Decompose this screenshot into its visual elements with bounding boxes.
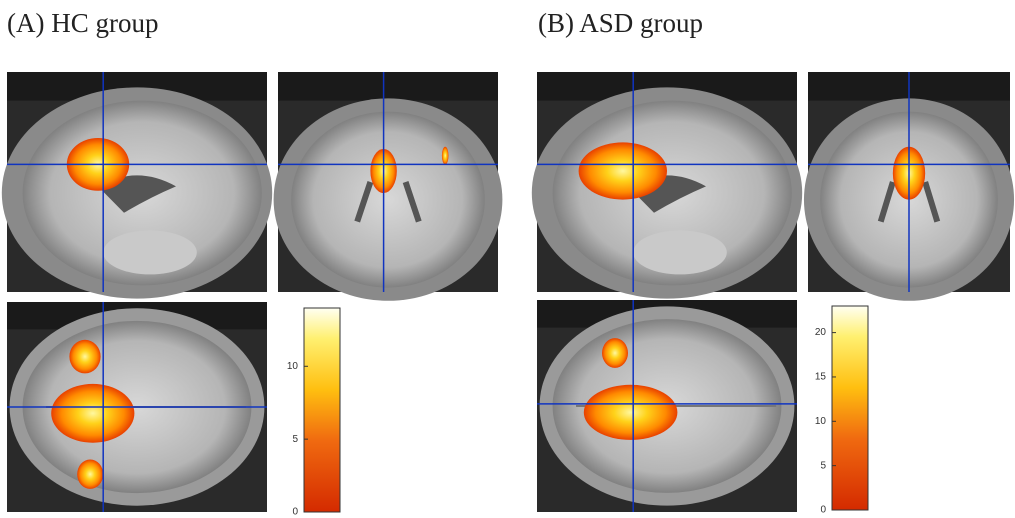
colorbar-tick-label: 10 — [287, 361, 299, 372]
cerebellum — [633, 230, 727, 274]
image-top — [278, 72, 498, 101]
activation — [69, 340, 100, 374]
activation — [77, 460, 103, 489]
colorbar-tick-label: 5 — [820, 460, 826, 471]
cerebellum — [103, 230, 197, 274]
colorbar-tick-label: 20 — [815, 327, 827, 338]
activation — [442, 147, 449, 165]
brain — [291, 112, 485, 288]
colorbar — [832, 306, 868, 510]
activation — [579, 142, 667, 199]
colorbar-tick-label: 0 — [292, 507, 298, 518]
colorbar-tick-label: 0 — [820, 505, 826, 516]
panel-title: (B) ASD group — [538, 8, 703, 38]
colorbar-tick-label: 15 — [815, 372, 827, 383]
activation — [51, 384, 134, 443]
colorbar-tick-label: 5 — [292, 434, 298, 445]
activation — [584, 385, 678, 440]
panel-title: (A) HC group — [7, 8, 158, 38]
figure: (A) HC group (B) ASD group 0 5 10 0 5 10 15 20 — [0, 0, 1015, 518]
colorbar — [304, 308, 340, 512]
colorbar-tick-label: 10 — [815, 416, 827, 427]
activation — [602, 338, 628, 368]
